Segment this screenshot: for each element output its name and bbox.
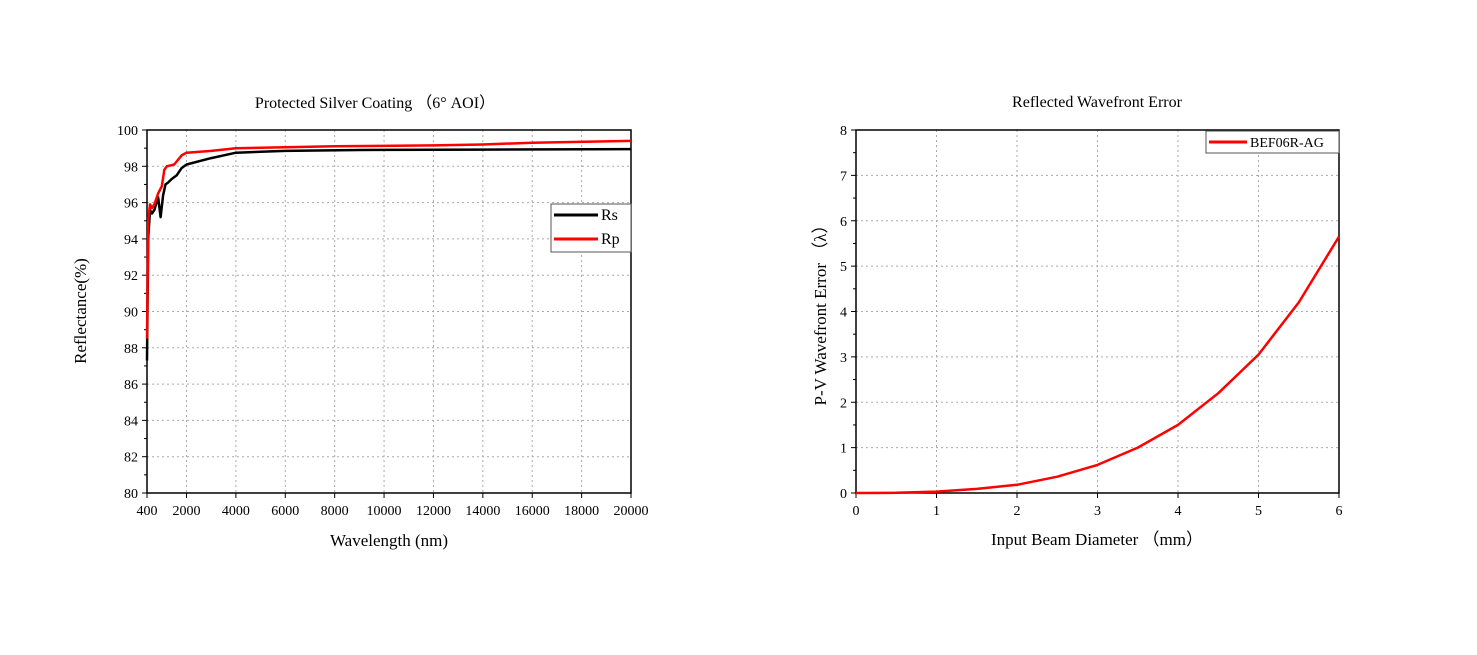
series-line-rs [145, 147, 632, 361]
x-tick-label: 6 [1336, 504, 1343, 519]
legend-label: BEF06R-AG [1250, 136, 1324, 151]
y-tick-label: 88 [124, 342, 138, 357]
x-tick-label: 5 [1255, 504, 1262, 519]
reflectance-chart: Protected Silver Coating （6° AOI） Wavele… [71, 94, 649, 550]
legend-box [550, 203, 632, 253]
wavefront-chart: Reflected Wavefront Error Input Beam Dia… [811, 94, 1343, 549]
y-tick-label: 7 [840, 169, 847, 184]
x-tick-label: 0 [853, 504, 860, 519]
x-tick-label: 8000 [321, 504, 349, 519]
y-tick-label: 92 [124, 269, 138, 284]
x-tick-label: 6000 [271, 504, 299, 519]
y-tick-label: 94 [124, 233, 138, 248]
y-axis-label: Reflectance(%) [71, 258, 90, 364]
y-tick-label: 3 [840, 351, 847, 366]
x-tick-label: 2000 [173, 504, 201, 519]
x-tick-label: 10000 [367, 504, 402, 519]
x-tick-label: 20000 [614, 504, 649, 519]
x-tick-label: 1 [933, 504, 940, 519]
y-tick-label: 98 [124, 160, 138, 175]
y-axis-label: P-V Wavefront Error （λ） [811, 217, 830, 406]
y-tick-label: 5 [840, 260, 847, 275]
y-tick-label: 90 [124, 306, 138, 321]
y-tick-label: 80 [124, 487, 138, 502]
y-tick-label: 6 [840, 215, 847, 230]
x-tick-label: 12000 [416, 504, 451, 519]
y-tick-label: 82 [124, 451, 138, 466]
series-line-rp [145, 139, 632, 339]
legend-label: Rs [601, 207, 618, 224]
x-tick-label: 4 [1175, 504, 1182, 519]
chart-title: Reflected Wavefront Error [1012, 94, 1183, 111]
x-axis-label: Input Beam Diameter （mm） [991, 530, 1203, 549]
x-axis-label: Wavelength (nm) [330, 531, 448, 550]
x-tick-label: 14000 [465, 504, 500, 519]
x-tick-label: 2 [1014, 504, 1021, 519]
y-tick-label: 1 [840, 442, 847, 457]
x-tick-label: 18000 [564, 504, 599, 519]
x-tick-label: 400 [137, 504, 158, 519]
legend-label: Rp [601, 231, 620, 248]
y-tick-label: 2 [840, 396, 847, 411]
y-tick-label: 4 [840, 306, 847, 321]
x-tick-label: 4000 [222, 504, 250, 519]
y-tick-label: 84 [124, 414, 138, 429]
y-tick-label: 86 [124, 378, 138, 393]
y-tick-label: 8 [840, 124, 847, 139]
plot-frame [855, 129, 1340, 494]
chart-title: Protected Silver Coating （6° AOI） [255, 94, 495, 112]
series-line-bef06r-ag [855, 235, 1341, 495]
y-tick-label: 100 [117, 124, 138, 139]
legend-box [1205, 130, 1340, 154]
x-tick-label: 16000 [515, 504, 550, 519]
x-tick-label: 3 [1094, 504, 1101, 519]
y-tick-label: 0 [840, 487, 847, 502]
y-tick-label: 96 [124, 197, 138, 212]
